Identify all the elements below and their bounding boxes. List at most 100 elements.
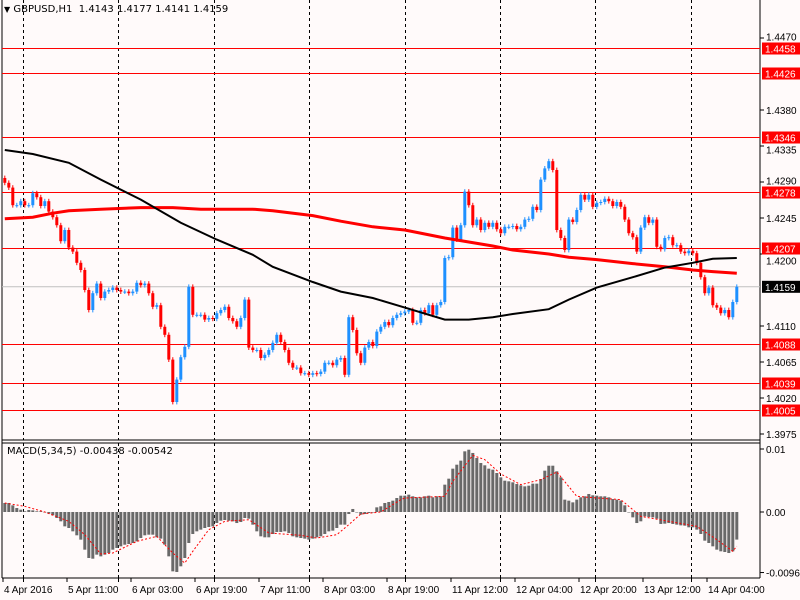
triangle-down-icon[interactable]: ▼ <box>4 5 11 14</box>
bull-candle <box>123 291 127 293</box>
macd-histogram-bar <box>343 512 347 525</box>
bull-candle <box>731 302 735 318</box>
bear-candle <box>703 277 707 294</box>
macd-histogram-bar <box>315 512 319 538</box>
time-tick-label: 8 Apr 19:00 <box>388 585 440 596</box>
macd-histogram-bar <box>143 512 147 536</box>
bear-candle <box>691 250 695 254</box>
bull-candle <box>131 291 135 294</box>
bull-candle <box>575 210 579 222</box>
macd-histogram-bar <box>311 512 315 539</box>
ohlc-values: 1.4143 1.4177 1.4141 1.4159 <box>78 4 229 15</box>
macd-histogram-bar <box>675 512 679 525</box>
bull-candle <box>507 226 511 228</box>
macd-histogram-bar <box>199 512 203 530</box>
macd-tick-label: 0.00 <box>766 508 786 519</box>
bull-candle <box>407 310 411 312</box>
price-tick-label: 1.4335 <box>766 146 797 157</box>
price-tick-label: 1.4110 <box>766 322 796 333</box>
price-tick-label: 1.4020 <box>766 394 797 405</box>
level-price-box <box>762 377 800 390</box>
bull-candle <box>183 346 187 358</box>
bear-candle <box>79 262 83 270</box>
macd-histogram-bar <box>67 512 71 529</box>
bear-candle <box>203 314 207 320</box>
bear-candle <box>147 283 151 294</box>
macd-histogram-bar <box>163 512 167 545</box>
bull-candle <box>439 302 443 306</box>
bear-candle <box>635 237 639 252</box>
macd-histogram-bar <box>99 512 103 557</box>
bear-candle <box>355 330 359 354</box>
level-price-box <box>762 242 800 255</box>
current-price-label: 1.4159 <box>765 283 796 294</box>
macd-histogram-bar <box>563 499 567 512</box>
price-tick-label: 1.4470 <box>766 33 797 44</box>
macd-histogram-bar <box>503 480 507 512</box>
bear-candle <box>211 318 215 319</box>
level-price-label: 1.4278 <box>765 189 796 200</box>
macd-histogram-bar <box>463 451 467 512</box>
macd-histogram-bar <box>491 469 495 512</box>
macd-histogram-bar <box>635 512 639 524</box>
level-price-box <box>762 404 800 417</box>
macd-histogram-bar <box>535 483 539 512</box>
bear-candle <box>287 350 291 363</box>
level-price-label: 1.4458 <box>765 45 796 56</box>
macd-histogram-bar <box>115 512 119 548</box>
bear-candle <box>411 310 415 323</box>
bear-candle <box>387 322 391 326</box>
macd-histogram-bar <box>647 512 651 517</box>
bull-candle <box>271 342 275 350</box>
macd-histogram-bar <box>383 502 387 512</box>
macd-histogram-bar <box>15 508 19 512</box>
macd-histogram-bar <box>447 478 451 512</box>
bull-candle <box>519 226 523 230</box>
bull-candle <box>443 258 447 302</box>
macd-histogram-bar <box>643 512 647 517</box>
bear-candle <box>563 238 567 250</box>
bull-candle <box>651 219 655 223</box>
bear-candle <box>115 287 119 290</box>
bear-candle <box>7 182 11 188</box>
bull-candle <box>391 318 395 326</box>
macd-histogram-bar <box>195 512 199 532</box>
bear-candle <box>711 287 715 306</box>
bull-candle <box>511 226 515 227</box>
bear-candle <box>619 202 623 207</box>
macd-histogram-bar <box>719 512 723 552</box>
bear-candle <box>307 373 311 375</box>
macd-histogram-bar <box>591 495 595 512</box>
bull-candle <box>263 354 267 358</box>
bear-candle <box>139 282 143 286</box>
bull-candle <box>687 250 691 254</box>
bull-candle <box>199 314 203 316</box>
macd-histogram-bar <box>35 511 39 512</box>
bull-candle <box>475 219 479 226</box>
bear-candle <box>259 350 263 358</box>
bear-candle <box>555 170 559 230</box>
bear-candle <box>607 198 611 202</box>
macd-histogram-bar <box>607 497 611 512</box>
macd-histogram-bar <box>183 512 187 558</box>
macd-histogram-bar <box>7 502 11 512</box>
macd-histogram-bar <box>339 512 343 525</box>
macd-histogram-bar <box>167 512 171 557</box>
bull-candle <box>243 299 247 318</box>
macd-histogram-bar <box>587 493 591 512</box>
macd-histogram-bar <box>55 512 59 518</box>
macd-histogram-bar <box>471 452 475 512</box>
macd-histogram-bar <box>467 449 471 512</box>
macd-histogram-bar <box>275 512 279 532</box>
bull-candle <box>459 225 463 240</box>
bull-candle <box>15 205 19 207</box>
bear-candle <box>3 178 7 183</box>
bear-candle <box>235 321 239 327</box>
macd-histogram-bar <box>367 512 371 514</box>
bear-candle <box>655 219 659 247</box>
macd-histogram-bar <box>451 468 455 512</box>
macd-histogram-bar <box>583 496 587 512</box>
bull-candle <box>43 201 47 206</box>
